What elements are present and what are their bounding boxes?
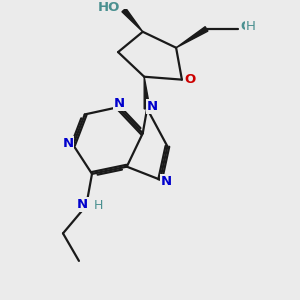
Text: O: O xyxy=(184,73,196,86)
Text: H: H xyxy=(246,20,256,33)
Text: N: N xyxy=(62,137,74,150)
Text: H: H xyxy=(94,199,103,212)
Polygon shape xyxy=(144,77,150,109)
Text: N: N xyxy=(161,175,172,188)
Polygon shape xyxy=(176,27,208,48)
Polygon shape xyxy=(122,8,143,32)
Text: N: N xyxy=(114,97,125,110)
Text: HO: HO xyxy=(98,1,120,14)
Text: O: O xyxy=(240,20,251,33)
Text: N: N xyxy=(147,100,158,113)
Text: N: N xyxy=(77,198,88,211)
